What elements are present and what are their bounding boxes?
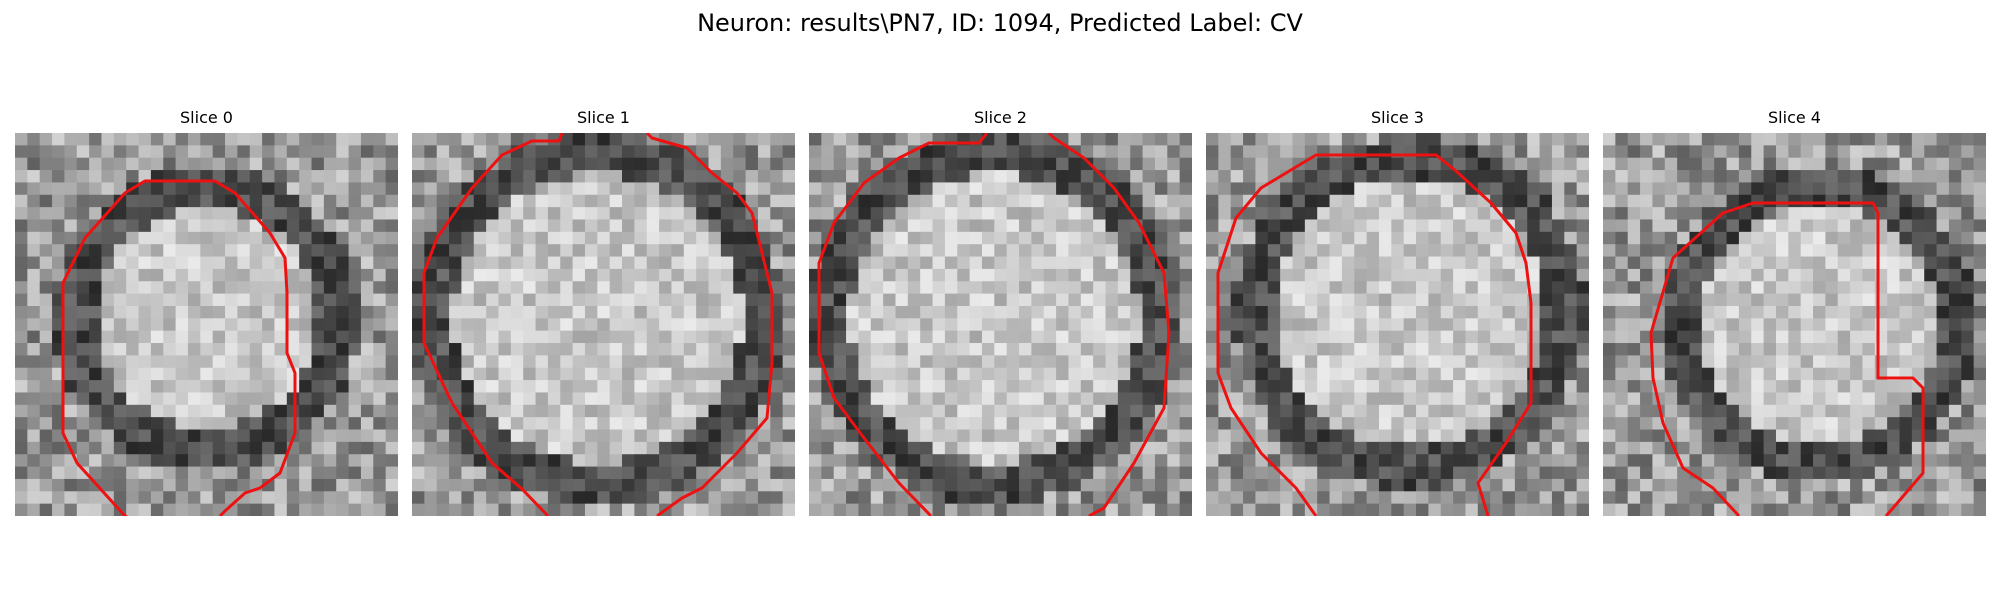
slice-title-1: Slice 1	[577, 108, 630, 127]
slice-image-0	[15, 133, 398, 516]
slice-2-pixels	[809, 133, 1192, 516]
slice-0-contour	[61, 179, 297, 516]
slice-image-2	[809, 133, 1192, 516]
slice-4-pixels	[1603, 133, 1986, 516]
slice-4-contour	[1649, 201, 1925, 516]
slice-title-3: Slice 3	[1371, 108, 1424, 127]
slice-title-0: Slice 0	[180, 108, 233, 127]
slice-image-1	[412, 133, 795, 516]
slice-1-contour	[422, 133, 564, 516]
slice-title-4: Slice 4	[1768, 108, 1821, 127]
slice-panel-0: Slice 0	[15, 106, 398, 516]
slice-2-contour-arc	[1047, 133, 1171, 516]
slice-title-2: Slice 2	[974, 108, 1027, 127]
slice-panel-4: Slice 4	[1603, 106, 1986, 516]
slice-image-3	[1206, 133, 1589, 516]
slice-1-contour-arc	[645, 133, 774, 516]
figure-title: Neuron: results\PN7, ID: 1094, Predicted…	[697, 9, 1303, 37]
slice-panel-1: Slice 1	[412, 106, 795, 516]
slice-image-4	[1603, 133, 1986, 516]
slice-panel-3: Slice 3	[1206, 106, 1589, 516]
slice-1-pixels	[412, 133, 795, 516]
slice-0-pixels	[15, 133, 398, 516]
slice-3-pixels	[1206, 133, 1589, 516]
slice-panel-2: Slice 2	[809, 106, 1192, 516]
slice-2-contour	[817, 133, 989, 516]
slice-3-contour	[1216, 153, 1533, 516]
